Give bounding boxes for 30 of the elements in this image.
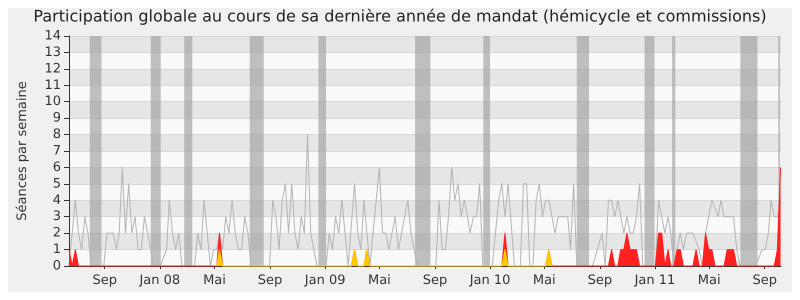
y-tick-label: 11 [44, 78, 61, 93]
y-axis-title: Séances par semaine [15, 81, 30, 221]
chart-title: Participation globale au cours de sa dernière année de mandat (hémicycle et commissions) [33, 6, 767, 26]
y-tick-label: 6 [52, 160, 61, 175]
x-tick-label: Mai [368, 273, 391, 288]
x-tick-label: Jan 11 [634, 273, 676, 288]
y-tick-label: 9 [52, 110, 61, 126]
x-tick-label: Jan 08 [138, 273, 180, 288]
y-tick-label: 0 [52, 258, 61, 274]
y-tick-label: 4 [52, 192, 61, 208]
y-tick-label: 8 [52, 127, 61, 142]
y-tick-label: 5 [52, 176, 61, 192]
y-tick-label: 14 [44, 28, 61, 44]
x-tick-label: Mai [532, 273, 556, 288]
x-tick-label: Sep [92, 273, 117, 288]
y-tick-label: 13 [44, 44, 61, 60]
y-tick-label: 1 [52, 242, 61, 258]
x-tick-label: Jan 09 [304, 273, 346, 288]
y-tick-label: 2 [52, 226, 61, 241]
x-tick-label: Sep [588, 273, 612, 288]
x-tick-label: Sep [752, 273, 777, 288]
y-tick-label: 3 [52, 209, 61, 224]
x-tick-label: Mai [203, 273, 226, 288]
y-tick-label: 7 [52, 144, 61, 158]
x-tick-label: Mai [698, 273, 721, 288]
y-tick-label: 12 [44, 61, 61, 76]
x-tick-label: Sep [422, 273, 448, 288]
y-tick-label: 10 [44, 94, 61, 110]
x-tick-label: Sep [258, 273, 282, 288]
x-tick-label: Jan 10 [468, 273, 510, 288]
